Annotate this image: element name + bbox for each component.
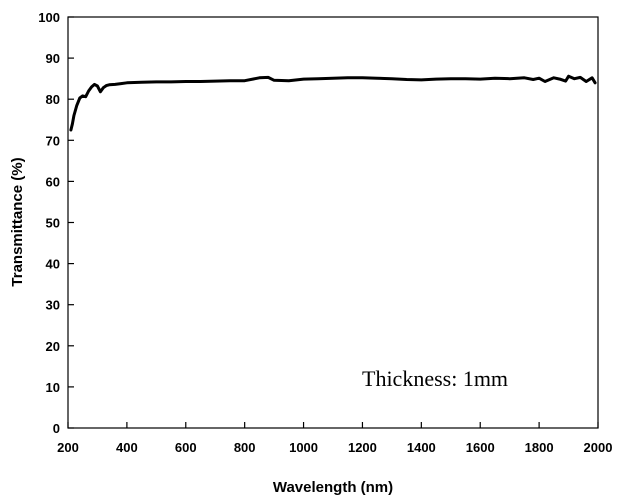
thickness-annotation: Thickness: 1mm [362,366,508,391]
y-tick-label: 20 [46,339,60,354]
y-tick-label: 60 [46,174,60,189]
y-tick-label: 0 [53,421,60,436]
y-tick-label: 10 [46,380,60,395]
x-tick-label: 1800 [525,440,554,455]
transmittance-line [69,74,597,132]
y-tick-label: 70 [46,133,60,148]
y-tick-label: 50 [46,216,60,231]
y-tick-label: 100 [38,10,60,25]
x-tick-label: 1200 [348,440,377,455]
y-tick-label: 80 [46,92,60,107]
y-tick-label: 40 [46,257,60,272]
x-axis-ticks: 200 400 600 800 1000 1200 1400 1600 1800 2000 [57,422,612,455]
y-tick-label: 30 [46,298,60,313]
x-tick-label: 1600 [466,440,495,455]
y-tick-label: 90 [46,51,60,66]
x-tick-label: 2000 [584,440,613,455]
y-axis-ticks: 0 10 20 30 40 50 60 70 80 90 100 [38,10,74,436]
x-tick-label: 200 [57,440,79,455]
x-tick-label: 800 [234,440,256,455]
x-axis-title: Wavelength (nm) [273,479,393,496]
x-tick-label: 600 [175,440,197,455]
x-tick-label: 1400 [407,440,436,455]
x-tick-label: 400 [116,440,138,455]
x-tick-label: 1000 [289,440,318,455]
y-axis-title: Transmittance (%) [9,157,26,286]
